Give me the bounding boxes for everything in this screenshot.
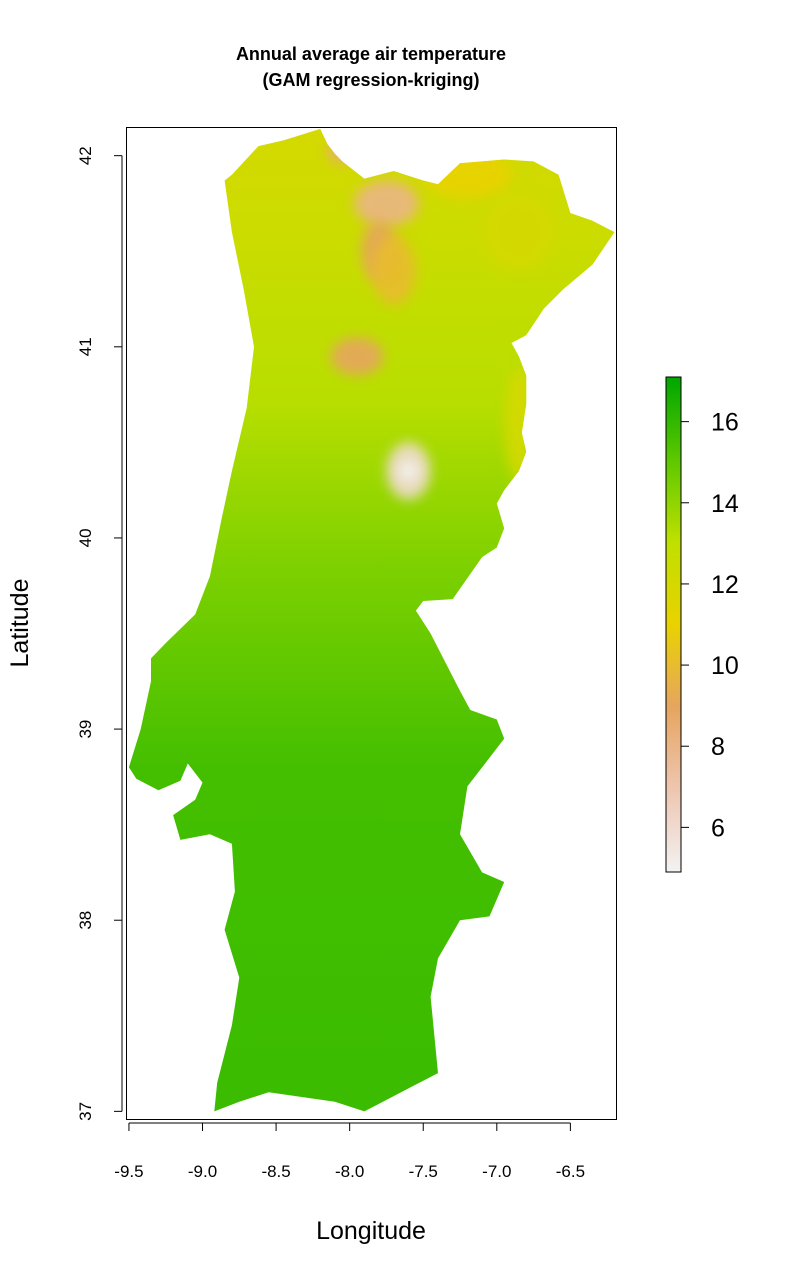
x-axis-title: Longitude (316, 1217, 426, 1245)
colorbar-tick-label: 16 (711, 409, 739, 437)
x-tick-label: -9.0 (188, 1162, 217, 1181)
land-area (128, 128, 615, 1112)
colorbar (665, 376, 682, 873)
y-axis-title: Latitude (6, 579, 34, 668)
x-tick-label: -8.5 (261, 1162, 290, 1181)
cold-zone (504, 366, 534, 481)
colorbar-tick-label: 12 (711, 571, 739, 599)
temperature-map (128, 128, 615, 1112)
y-tick-label: 40 (76, 528, 95, 547)
y-tick-label: 37 (76, 1102, 95, 1121)
colorbar-tick-label: 10 (711, 652, 739, 680)
cold-zone (398, 459, 419, 483)
cold-zone (482, 193, 556, 271)
cold-zone (423, 151, 512, 198)
colorbar-tick-label: 6 (711, 814, 725, 842)
chart-title: Annual average air temperature (236, 44, 506, 64)
x-tick-label: -8.0 (335, 1162, 364, 1181)
cold-zone (330, 337, 384, 376)
colorbar-tick-label: 14 (711, 490, 739, 518)
y-tick-label: 41 (76, 337, 95, 356)
x-axis: -9.5 -9.0 -8.5 -8.0 -7.5 -7.0 -6.5 (114, 1122, 585, 1181)
x-tick-label: -9.5 (114, 1162, 143, 1181)
colorbar-tick-label: 8 (711, 733, 725, 761)
x-tick-label: -7.0 (482, 1162, 511, 1181)
cold-zone (354, 180, 419, 227)
y-tick-label: 39 (76, 720, 95, 739)
y-axis: 37 38 39 40 41 42 (76, 146, 123, 1121)
chart-subtitle: (GAM regression-kriging) (262, 70, 479, 90)
x-tick-label: -7.5 (409, 1162, 438, 1181)
x-tick-label: -6.5 (556, 1162, 585, 1181)
color-legend: 6 8 10 12 14 16 (665, 376, 739, 873)
cold-zone (327, 140, 357, 164)
plot-frame (126, 127, 617, 1120)
y-tick-label: 38 (76, 911, 95, 930)
cold-zone (371, 236, 416, 305)
y-tick-label: 42 (76, 146, 95, 165)
